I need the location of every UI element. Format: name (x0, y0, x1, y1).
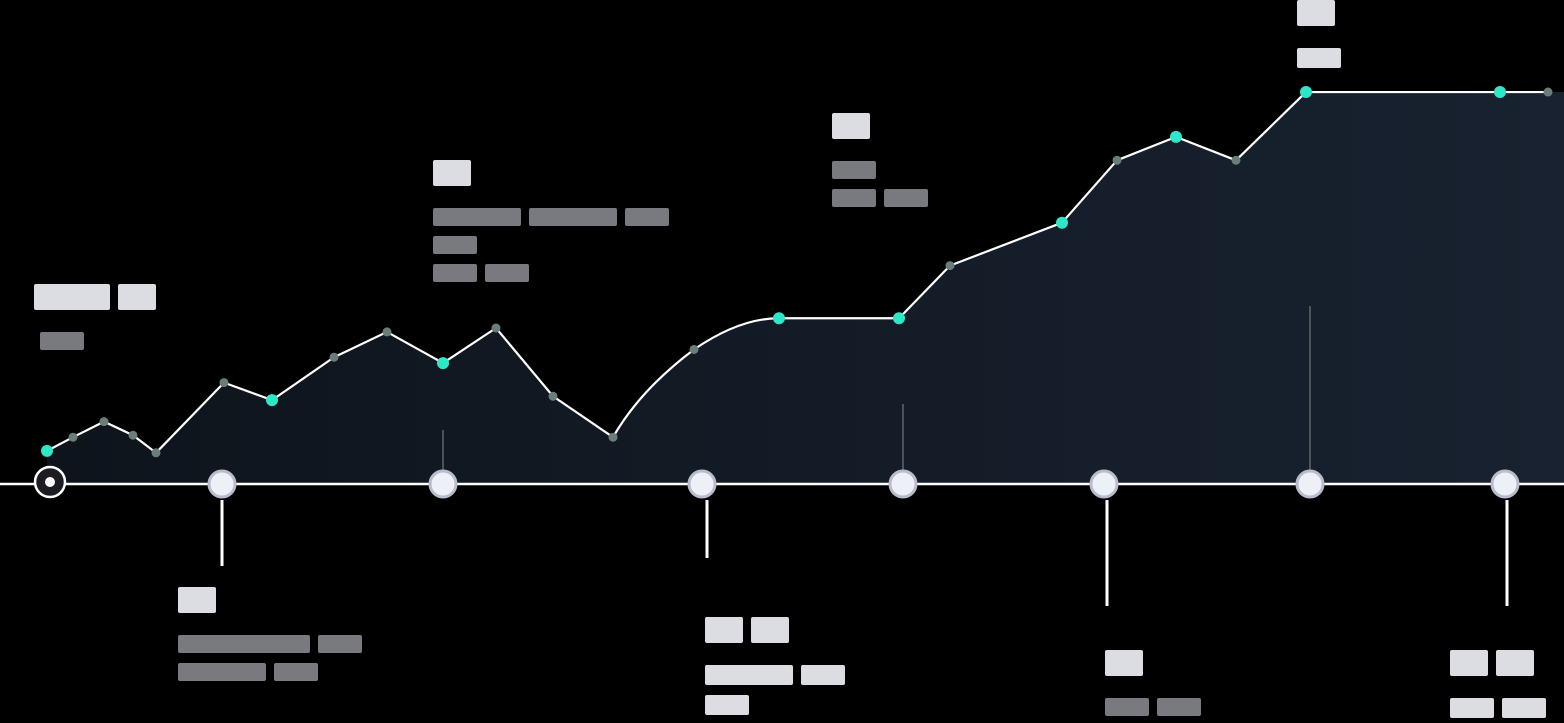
caption-text-block (318, 635, 362, 653)
caption-text-block (1450, 650, 1488, 676)
caption-text-block (433, 236, 477, 254)
milestone-caption (705, 617, 845, 715)
caption-text-block (705, 695, 749, 715)
milestone-caption (34, 284, 156, 350)
trend-point (689, 344, 699, 354)
milestone-connectors (220, 500, 1509, 606)
caption-text-block (1297, 0, 1335, 26)
trend-point (128, 430, 138, 440)
caption-text-block (433, 160, 471, 186)
trend-point (608, 432, 618, 442)
trend-point-highlight (1494, 86, 1506, 99)
caption-text-block (485, 264, 529, 282)
trend-point (151, 448, 161, 458)
caption-text-block (705, 617, 743, 643)
caption-text-block (178, 635, 310, 653)
milestone-captions (34, 0, 1546, 718)
milestone-caption (178, 587, 362, 681)
milestone-nodes (33, 465, 1520, 499)
caption-text-block (832, 113, 870, 139)
caption-text-block (884, 189, 928, 207)
caption-text-block (751, 617, 789, 643)
caption-text-block (801, 665, 845, 685)
trend-area-fill (47, 92, 1564, 485)
caption-text-block (1105, 698, 1149, 716)
milestone-node[interactable] (687, 469, 717, 499)
trend-point-highlight (893, 312, 905, 325)
trend-point-highlight (1300, 86, 1312, 99)
trend-point-highlight (266, 394, 278, 407)
trend-polyline (46, 90, 1548, 454)
caption-text-block (433, 264, 477, 282)
milestone-node[interactable] (207, 469, 237, 499)
caption-text-block (1496, 650, 1534, 676)
caption-text-block (118, 284, 156, 310)
caption-text-block (433, 208, 521, 226)
caption-text-block (40, 332, 84, 350)
caption-text-block (178, 587, 216, 613)
trend-point (1112, 155, 1122, 165)
caption-text-block (1297, 48, 1341, 68)
caption-text-block (529, 208, 617, 226)
trend-area (47, 92, 1564, 485)
milestone-node[interactable] (1295, 469, 1325, 499)
milestone-node[interactable] (888, 469, 918, 499)
trend-point (329, 352, 339, 362)
caption-text-block (34, 284, 110, 310)
timeline-start-marker[interactable] (33, 465, 67, 499)
trend-point (491, 323, 501, 333)
trend-point-highlight (1056, 216, 1068, 229)
caption-text-block (832, 161, 876, 179)
trend-line (46, 90, 1548, 454)
caption-text-block (705, 665, 793, 685)
trend-point (219, 378, 229, 388)
caption-text-block (274, 663, 318, 681)
trend-point (382, 327, 392, 337)
trend-point (68, 432, 78, 442)
caption-text-block (625, 208, 669, 226)
trend-points (41, 86, 1553, 458)
trend-point (548, 391, 558, 401)
caption-text-block (1450, 698, 1494, 718)
milestone-node[interactable] (428, 469, 458, 499)
caption-text-block (832, 189, 876, 207)
trend-point-highlight (437, 357, 449, 370)
caption-text-block (1157, 698, 1201, 716)
milestone-caption (433, 160, 669, 282)
trend-point-highlight (1170, 130, 1182, 143)
trend-point-highlight (773, 312, 785, 325)
milestone-caption (1297, 0, 1341, 68)
milestone-node[interactable] (1490, 469, 1520, 499)
caption-text-block (178, 663, 266, 681)
trend-point-highlight (41, 444, 53, 457)
caption-text-block (1105, 650, 1143, 676)
trend-point (1543, 87, 1553, 97)
caption-text-block (1502, 698, 1546, 718)
milestone-caption (1450, 650, 1546, 718)
trend-point (945, 261, 955, 271)
guide-lines (442, 306, 1311, 472)
milestone-caption (832, 113, 928, 207)
trend-point (99, 417, 109, 427)
trend-point (1231, 155, 1241, 165)
milestone-caption (1105, 650, 1201, 716)
milestone-node[interactable] (1089, 469, 1119, 499)
